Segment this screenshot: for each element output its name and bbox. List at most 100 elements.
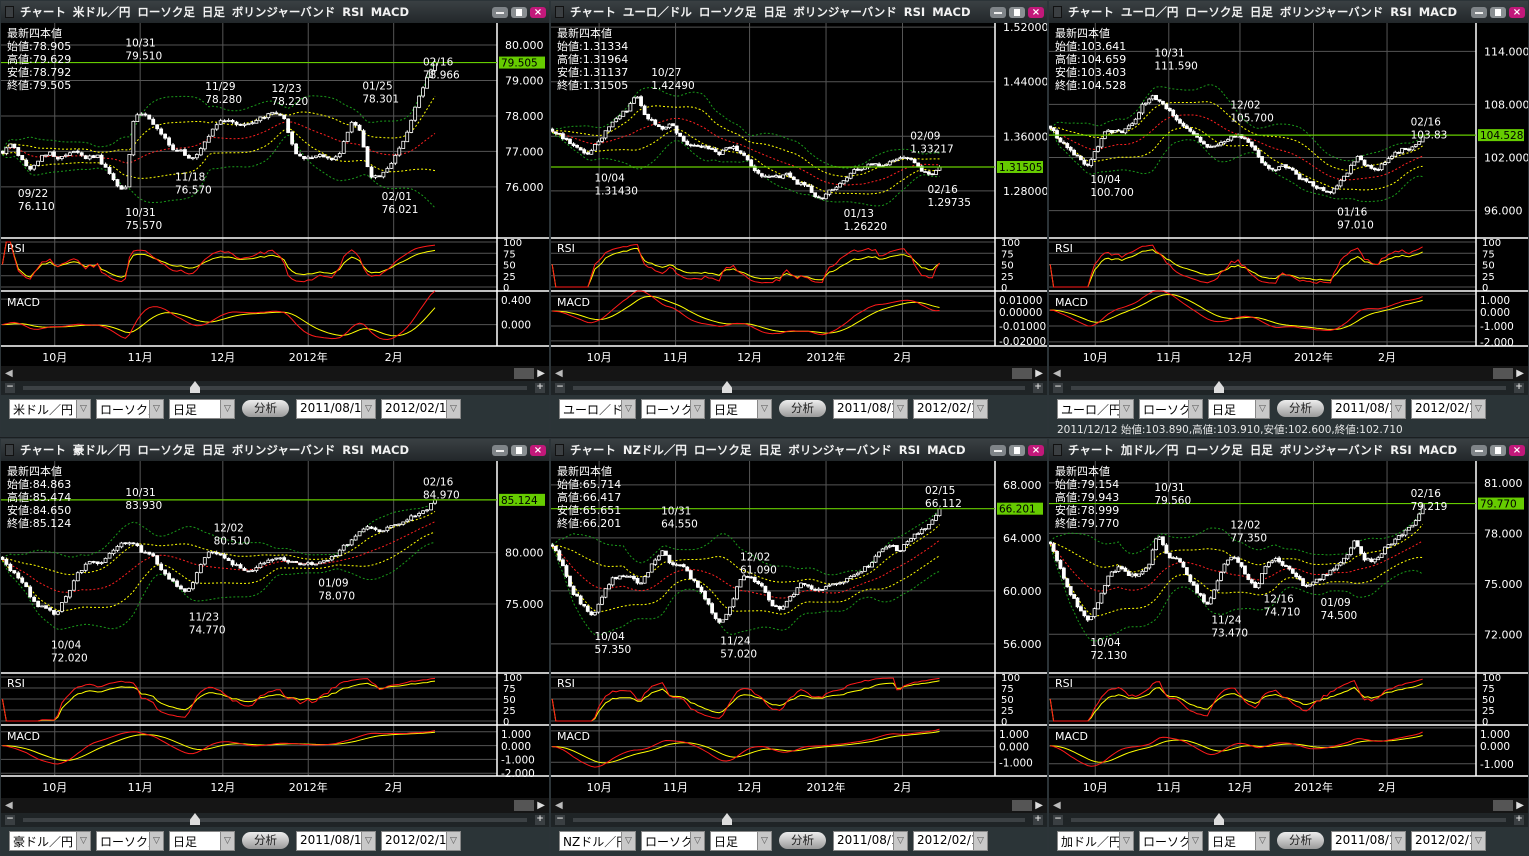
scroll-thumb[interactable]: [1012, 368, 1032, 379]
date-from-select[interactable]: 2011/08/18▽: [296, 830, 376, 851]
plus-icon[interactable]: +: [535, 814, 545, 825]
currency-pair-select[interactable]: ユーロ／ドル▽: [559, 398, 636, 419]
chevron-down-icon[interactable]: ▽: [220, 399, 234, 418]
arrow-left-icon[interactable]: ◀: [1053, 800, 1061, 811]
zoom-handle[interactable]: [1214, 813, 1224, 825]
zoom-slider[interactable]: − +: [551, 813, 1047, 827]
analyze-button[interactable]: 分析: [1277, 832, 1324, 849]
chevron-down-icon[interactable]: ▽: [621, 831, 635, 850]
maximize-icon[interactable]: [1009, 6, 1025, 18]
plus-icon[interactable]: +: [1514, 814, 1524, 825]
chevron-down-icon[interactable]: ▽: [757, 831, 771, 850]
arrow-right-icon[interactable]: ▶: [1516, 800, 1524, 811]
chevron-down-icon[interactable]: ▽: [973, 399, 987, 418]
chevron-down-icon[interactable]: ▽: [893, 831, 907, 850]
chevron-down-icon[interactable]: ▽: [1119, 831, 1133, 850]
zoom-handle[interactable]: [1214, 381, 1224, 393]
currency-pair-select[interactable]: 加ドル／円 ▽: [1057, 830, 1134, 851]
zoom-track[interactable]: [23, 386, 527, 390]
zoom-slider[interactable]: − +: [1, 813, 549, 827]
chevron-down-icon[interactable]: ▽: [220, 831, 234, 850]
minus-icon[interactable]: −: [1053, 814, 1063, 825]
arrow-left-icon[interactable]: ◀: [555, 368, 563, 379]
period-select[interactable]: 日足 ▽: [710, 830, 772, 851]
period-select[interactable]: 日足 ▽: [1208, 398, 1270, 419]
horizontal-scrollbar[interactable]: ◀ ▶: [1049, 366, 1528, 381]
title-bar[interactable]: チャート ユーロ／円 ローソク足 日足 ボリンジャーバンド RSI MACD ×: [1049, 1, 1528, 23]
title-bar[interactable]: チャート 米ドル／円 ローソク足 日足 ボリンジャーバンド RSI MACD ×: [1, 1, 549, 23]
maximize-icon[interactable]: [511, 444, 527, 456]
chevron-down-icon[interactable]: ▽: [1119, 399, 1133, 418]
chevron-down-icon[interactable]: ▽: [1255, 831, 1269, 850]
horizontal-scrollbar[interactable]: ◀ ▶: [551, 798, 1047, 813]
minimize-icon[interactable]: [1471, 444, 1487, 456]
date-to-select[interactable]: 2012/02/18▽: [913, 830, 988, 851]
horizontal-scrollbar[interactable]: ◀ ▶: [1049, 798, 1528, 813]
date-to-select[interactable]: 2012/02/18▽: [913, 398, 988, 419]
currency-pair-select[interactable]: ユーロ／円 ▽: [1057, 398, 1134, 419]
period-select[interactable]: 日足 ▽: [169, 830, 235, 851]
minimize-icon[interactable]: [492, 444, 508, 456]
plus-icon[interactable]: +: [1033, 382, 1043, 393]
minimize-icon[interactable]: [990, 6, 1006, 18]
arrow-left-icon[interactable]: ◀: [555, 800, 563, 811]
chart-type-select[interactable]: ローソク足▽: [96, 830, 164, 851]
chevron-down-icon[interactable]: ▽: [76, 399, 90, 418]
chevron-down-icon[interactable]: ▽: [1391, 399, 1405, 418]
close-icon[interactable]: ×: [1509, 6, 1525, 18]
minimize-icon[interactable]: [492, 6, 508, 18]
scroll-thumb[interactable]: [1493, 368, 1513, 379]
chevron-down-icon[interactable]: ▽: [973, 831, 987, 850]
minimize-icon[interactable]: [990, 444, 1006, 456]
date-to-select[interactable]: 2012/02/18▽: [1411, 398, 1486, 419]
chevron-down-icon[interactable]: ▽: [690, 831, 704, 850]
maximize-icon[interactable]: [1009, 444, 1025, 456]
chevron-down-icon[interactable]: ▽: [1391, 831, 1405, 850]
period-select[interactable]: 日足 ▽: [710, 398, 772, 419]
zoom-slider[interactable]: − +: [1049, 813, 1528, 827]
chevron-down-icon[interactable]: ▽: [690, 399, 704, 418]
title-bar[interactable]: チャート 豪ドル／円 ローソク足 日足 ボリンジャーバンド RSI MACD ×: [1, 439, 549, 461]
close-icon[interactable]: ×: [1509, 444, 1525, 456]
plus-icon[interactable]: +: [1514, 382, 1524, 393]
chevron-down-icon[interactable]: ▽: [361, 399, 375, 418]
title-bar[interactable]: チャート NZドル／円 ローソク足 日足 ボリンジャーバンド RSI MACD ×: [551, 439, 1047, 461]
minus-icon[interactable]: −: [5, 382, 15, 393]
zoom-track[interactable]: [573, 386, 1025, 390]
close-icon[interactable]: ×: [530, 6, 546, 18]
chart-type-select[interactable]: ローソク足▽: [641, 830, 705, 851]
zoom-handle[interactable]: [722, 813, 732, 825]
horizontal-scrollbar[interactable]: ◀ ▶: [551, 366, 1047, 381]
date-to-select[interactable]: 2012/02/18▽: [381, 398, 461, 419]
maximize-icon[interactable]: [1490, 6, 1506, 18]
currency-pair-select[interactable]: 米ドル／円 ▽: [9, 398, 91, 419]
date-to-select[interactable]: 2012/02/18▽: [1411, 830, 1486, 851]
chevron-down-icon[interactable]: ▽: [1471, 831, 1485, 850]
analyze-button[interactable]: 分析: [779, 832, 826, 849]
currency-pair-select[interactable]: 豪ドル／円 ▽: [9, 830, 91, 851]
arrow-right-icon[interactable]: ▶: [1516, 368, 1524, 379]
chevron-down-icon[interactable]: ▽: [76, 831, 90, 850]
minus-icon[interactable]: −: [555, 814, 565, 825]
close-icon[interactable]: ×: [530, 444, 546, 456]
horizontal-scrollbar[interactable]: ◀ ▶: [1, 366, 549, 381]
chevron-down-icon[interactable]: ▽: [1188, 831, 1202, 850]
title-bar[interactable]: チャート ユーロ／ドル ローソク足 日足 ボリンジャーバンド RSI MACD ×: [551, 1, 1047, 23]
chevron-down-icon[interactable]: ▽: [149, 831, 163, 850]
zoom-slider[interactable]: − +: [551, 381, 1047, 395]
date-from-select[interactable]: 2011/08/18▽: [1331, 398, 1406, 419]
plus-icon[interactable]: +: [535, 382, 545, 393]
chevron-down-icon[interactable]: ▽: [757, 399, 771, 418]
minus-icon[interactable]: −: [555, 382, 565, 393]
close-icon[interactable]: ×: [1028, 6, 1044, 18]
arrow-left-icon[interactable]: ◀: [1053, 368, 1061, 379]
currency-pair-select[interactable]: NZドル／円▽: [559, 830, 636, 851]
analyze-button[interactable]: 分析: [779, 400, 826, 417]
chevron-down-icon[interactable]: ▽: [621, 399, 635, 418]
zoom-track[interactable]: [1071, 818, 1506, 822]
chevron-down-icon[interactable]: ▽: [446, 399, 460, 418]
date-from-select[interactable]: 2011/08/18▽: [833, 398, 908, 419]
arrow-right-icon[interactable]: ▶: [1035, 800, 1043, 811]
period-select[interactable]: 日足 ▽: [1208, 830, 1270, 851]
scroll-thumb[interactable]: [514, 368, 534, 379]
